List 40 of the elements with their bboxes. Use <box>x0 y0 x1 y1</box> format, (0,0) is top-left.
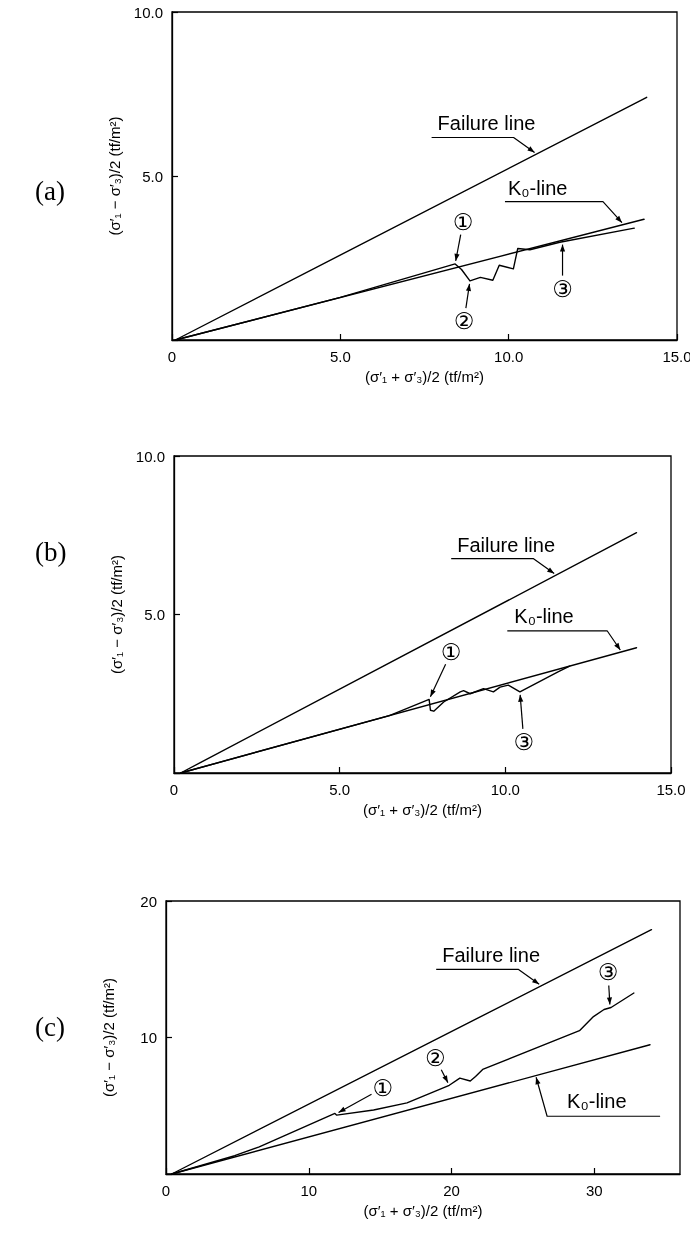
y-tick-label: 10.0 <box>135 447 165 465</box>
annotation: ① <box>440 639 462 666</box>
x-tick-label: 10 <box>300 1182 318 1199</box>
annotation: ② <box>424 1045 446 1072</box>
text: (c) <box>35 1011 65 1042</box>
annotation: ① <box>372 1074 394 1101</box>
x-tick-label: 10.0 <box>490 781 520 798</box>
x-axis-title: (σ′₁ + σ′₃)/2 (tf/m²) <box>362 800 483 818</box>
y-axis-title: (σ′₁ − σ′₃)/2 (tf/m²) <box>106 116 123 236</box>
annotation: ③ <box>597 959 619 986</box>
series-label: Failure line <box>442 944 541 967</box>
series-label: K₀-line <box>567 1090 627 1113</box>
text: (b) <box>35 536 67 567</box>
x-tick-label: 5.0 <box>329 781 351 798</box>
x-tick-label: 30 <box>585 1182 603 1199</box>
y-tick-label: 20 <box>140 892 157 910</box>
x-tick-label: 0 <box>169 781 179 798</box>
y-axis-title: (σ′₁ − σ′₃)/2 (tf/m²) <box>100 977 117 1098</box>
annotation: ① <box>452 208 474 235</box>
series-label: K₀-line <box>507 176 568 199</box>
x-tick-label: 0 <box>167 348 177 365</box>
x-tick-label: 10.0 <box>494 348 524 365</box>
annotation: ③ <box>513 728 535 755</box>
series-label: Failure line <box>457 533 556 556</box>
annotation: ② <box>453 307 475 334</box>
x-axis-title: (σ′₁ + σ′₃)/2 (tf/m²) <box>363 1201 483 1219</box>
y-tick-label: 10 <box>140 1029 157 1046</box>
x-axis-title: (σ′₁ + σ′₃)/2 (tf/m²) <box>364 367 485 385</box>
y-tick-label: 10.0 <box>133 3 163 21</box>
x-tick-label: 15.0 <box>656 781 686 798</box>
text: (a) <box>35 175 65 206</box>
y-axis-title: (σ′₁ − σ′₃)/2 (tf/m²) <box>108 554 125 675</box>
y-tick-label: 5.0 <box>142 167 163 185</box>
y-tick-label: 5.0 <box>144 606 165 623</box>
annotation: ③ <box>552 275 573 302</box>
series-label: K₀-line <box>514 604 574 627</box>
series-label: Failure line <box>437 112 536 135</box>
x-tick-label: 5.0 <box>329 348 351 365</box>
x-tick-label: 0 <box>161 1182 171 1199</box>
x-tick-label: 20 <box>443 1182 460 1199</box>
